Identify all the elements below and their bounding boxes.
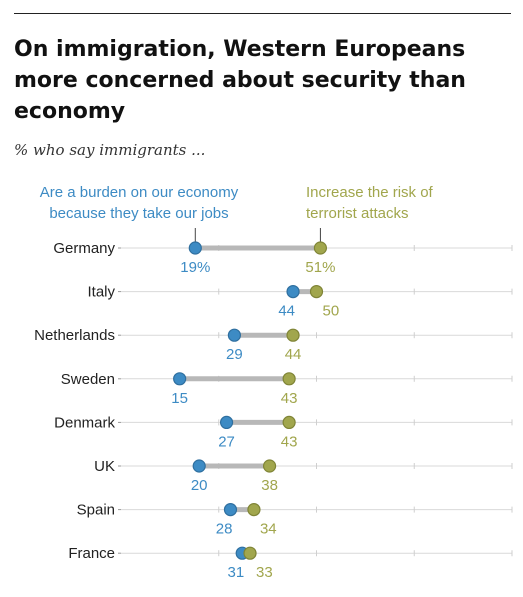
- dot-terror-spain: [247, 503, 261, 517]
- dot-terror-netherlands: [286, 328, 300, 342]
- row-label-sweden: Sweden: [61, 371, 115, 388]
- legend-terrorism-risk: Increase the risk of terrorist attacks: [306, 184, 433, 222]
- dot-terror-germany: [313, 241, 328, 255]
- value-terror-spain: 34: [260, 521, 277, 538]
- value-terror-uk: 38: [261, 477, 278, 494]
- dot-terror-uk: [262, 459, 277, 473]
- row-label-uk: UK: [94, 458, 115, 475]
- value-terror-italy: 50: [323, 303, 340, 320]
- dot-terror-italy: [309, 285, 324, 299]
- dot-burden-germany: [188, 241, 202, 255]
- row-label-spain: Spain: [77, 502, 115, 519]
- value-terror-germany: 51%: [305, 259, 335, 276]
- value-burden-netherlands: 29: [226, 346, 243, 363]
- value-terror-netherlands: 44: [285, 346, 302, 363]
- top-rule: [14, 13, 511, 14]
- dot-burden-netherlands: [227, 328, 241, 342]
- value-terror-denmark: 43: [281, 433, 298, 450]
- dot-terror-denmark: [282, 415, 296, 429]
- chart-title: On immigration, Western Europeans more c…: [14, 37, 466, 124]
- row-label-germany: Germany: [53, 240, 115, 257]
- dot-terror-sweden: [282, 372, 296, 386]
- dot-terror-france: [243, 546, 257, 560]
- row-label-netherlands: Netherlands: [34, 327, 115, 344]
- dot-burden-spain: [223, 503, 238, 517]
- value-burden-germany: 19%: [180, 259, 210, 276]
- dot-burden-sweden: [173, 372, 187, 386]
- value-burden-italy: 44: [278, 303, 295, 320]
- dot-burden-italy: [286, 285, 300, 299]
- chart-subtitle: % who say immigrants ...: [14, 141, 206, 159]
- value-terror-sweden: 43: [281, 390, 298, 407]
- dot-burden-uk: [192, 459, 206, 473]
- row-label-france: France: [68, 545, 115, 562]
- row-label-italy: Italy: [87, 284, 115, 301]
- row-label-denmark: Denmark: [54, 414, 115, 431]
- value-burden-spain: 28: [216, 521, 233, 538]
- value-burden-sweden: 15: [171, 390, 188, 407]
- value-burden-denmark: 27: [218, 433, 235, 450]
- legend-burden-economy: Are a burden on our economy because they…: [39, 184, 239, 222]
- dot-burden-denmark: [219, 415, 234, 429]
- value-burden-france: 31: [228, 564, 245, 581]
- value-burden-uk: 20: [191, 477, 208, 494]
- value-terror-france: 33: [256, 564, 273, 581]
